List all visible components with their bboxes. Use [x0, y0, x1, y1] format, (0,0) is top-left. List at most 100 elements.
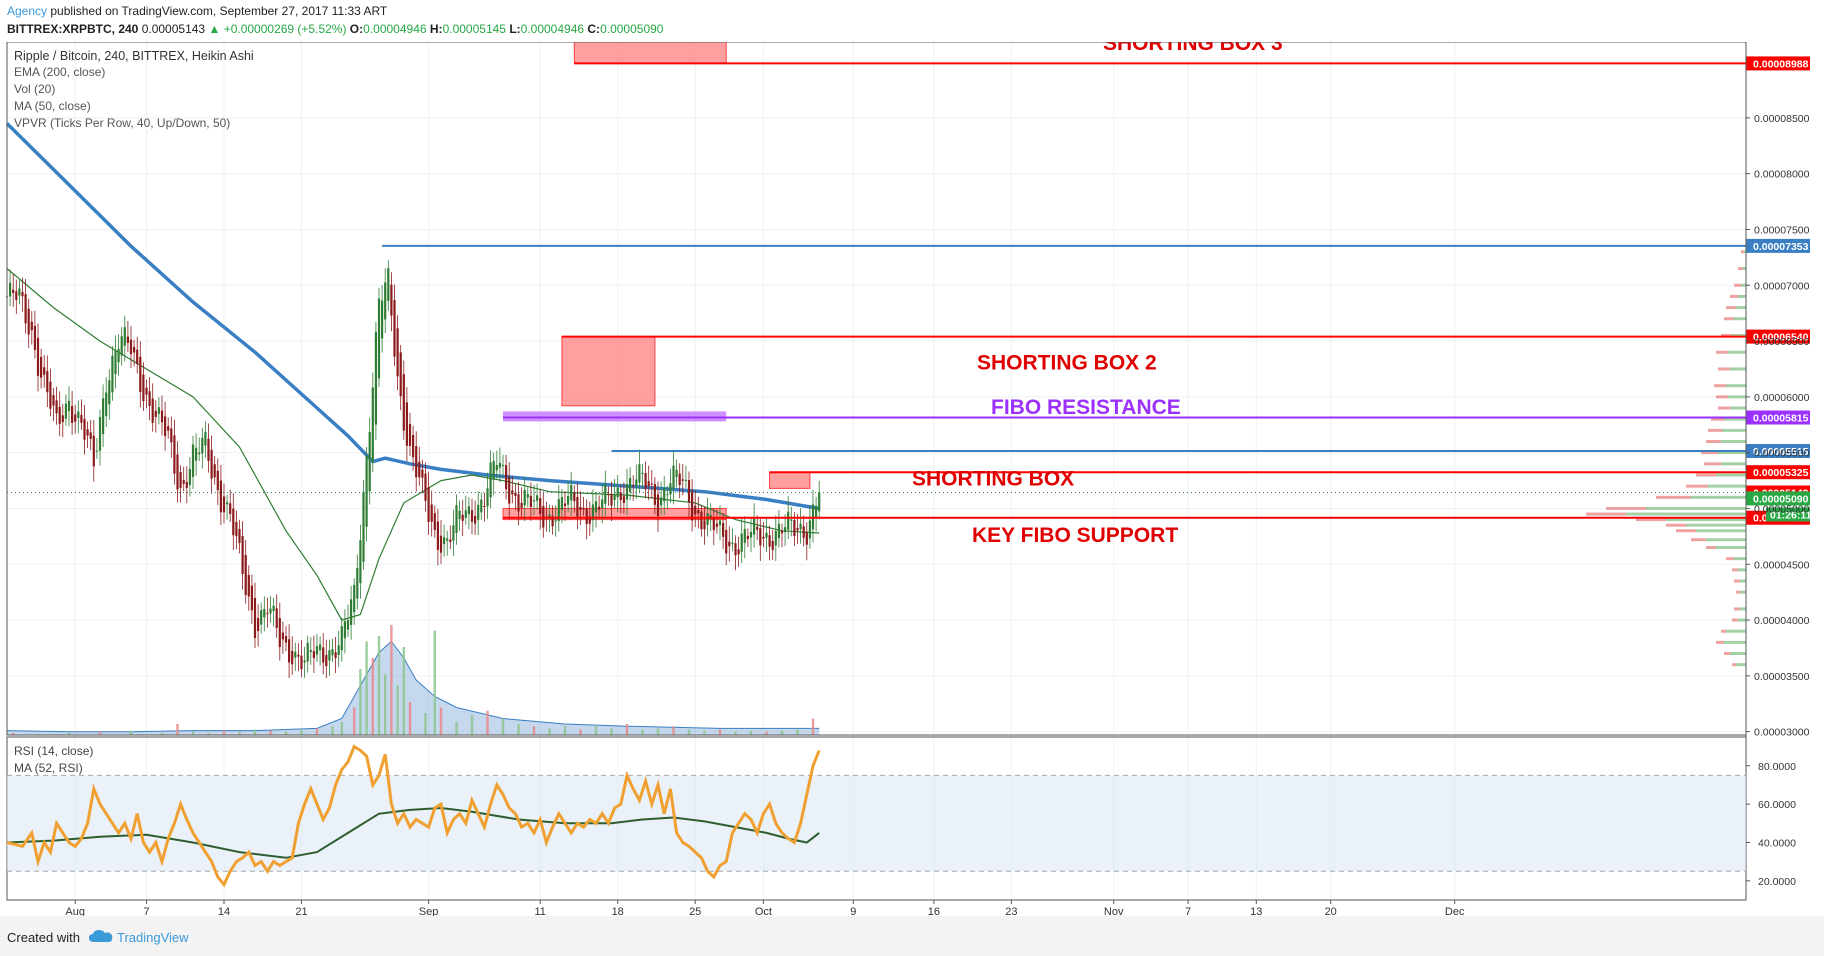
price-label-bg	[1746, 238, 1810, 253]
candle-body	[191, 444, 195, 477]
volume-bar	[340, 721, 343, 735]
legend-item: VPVR (Ticks Per Row, 40, Up/Down, 50)	[14, 116, 230, 130]
publisher-link[interactable]: Agency	[7, 4, 48, 18]
symbol-label: BITTREX:XRPBTC, 240	[7, 22, 139, 36]
y-tick-label: 0.00006500	[1754, 336, 1810, 348]
vpvr-down-bar	[1716, 395, 1728, 399]
vpvr-down-bar	[1721, 629, 1726, 633]
vpvr-up-bar	[1666, 518, 1746, 522]
annotation-label: SHORTING BOX	[912, 467, 1074, 490]
candle-body	[622, 496, 625, 503]
candle-body	[799, 523, 802, 530]
vpvr-down-bar	[1716, 350, 1728, 354]
candle-body	[114, 350, 117, 375]
candle-body	[793, 520, 796, 537]
candle-body	[594, 501, 598, 513]
candle-body	[120, 336, 123, 356]
candle-body	[579, 506, 582, 510]
candle-body	[247, 574, 250, 597]
candle-body	[567, 496, 570, 505]
volume-bar	[315, 728, 319, 735]
candle-body	[573, 492, 576, 502]
rsi-ma-line	[6, 806, 820, 859]
candle-body	[749, 531, 753, 538]
candle-body	[641, 472, 644, 474]
rsi-pane: 20.0000 40.0000 60.0000 80.0000 RSI (14, clo…	[6, 744, 1796, 888]
candle-body	[780, 530, 784, 534]
candle-body	[148, 391, 151, 406]
candle-body	[244, 554, 247, 595]
x-tick-label: Oct	[755, 906, 772, 916]
candle-body	[303, 660, 306, 663]
candle-body	[368, 432, 371, 492]
vpvr-histogram	[1586, 250, 1746, 667]
volume-bar	[176, 724, 179, 735]
annotation-label: SHORTING BOX 2	[977, 351, 1157, 374]
ema-200-line	[5, 122, 820, 511]
candle-body	[480, 499, 483, 513]
vpvr-up-bar	[1724, 640, 1746, 644]
low-value: 0.00004946	[520, 22, 585, 36]
annotation-label: SHORTING BOX 3	[1103, 42, 1283, 55]
candle-body	[498, 462, 501, 468]
volume-bar	[703, 730, 706, 735]
close-value: 0.00005090	[600, 22, 664, 36]
candle-body	[319, 644, 322, 651]
vpvr-up-bar	[1724, 417, 1746, 421]
candle-body	[9, 282, 12, 297]
vpvr-up-bar	[1646, 506, 1746, 510]
price-label: 0.00005815	[1753, 413, 1809, 425]
candle-body	[294, 651, 297, 658]
volume-bar	[402, 647, 405, 735]
volume-bar	[455, 721, 458, 735]
tradingview-cloud-icon[interactable]	[88, 928, 114, 944]
candle-body	[253, 598, 257, 639]
vpvr-up-bar	[1686, 523, 1746, 527]
vpvr-up-bar	[1734, 557, 1746, 561]
price-chart[interactable]: 0.00008988 0.00007353 0.00006540 0.00005815…	[0, 28, 1824, 918]
candle-body	[322, 647, 325, 663]
volume-bar	[765, 731, 768, 735]
c-label: C:	[587, 22, 601, 36]
candle-body	[790, 519, 793, 521]
vpvr-down-bar	[1656, 495, 1691, 499]
candle-body	[350, 599, 353, 625]
candle-body	[740, 533, 743, 552]
x-tick-label: 14	[218, 906, 230, 916]
candle-body	[418, 461, 421, 478]
vpvr-up-bar	[1696, 529, 1746, 533]
candle-body	[737, 549, 740, 555]
high-value: 0.00005145	[442, 22, 506, 36]
o-label: O:	[349, 22, 364, 36]
candle-body	[36, 337, 40, 376]
candle-body	[238, 529, 241, 543]
candle-body	[235, 521, 238, 537]
chart-area[interactable]: 0.00008988 0.00007353 0.00006540 0.00005815…	[0, 28, 1824, 918]
candle-body	[681, 479, 684, 481]
candle-body	[421, 469, 424, 478]
chart-title: Ripple / Bitcoin, 240, BITTREX, Heikin A…	[14, 49, 254, 63]
volume-bar	[269, 730, 272, 735]
y-tick-label: 0.00006000	[1754, 392, 1810, 404]
candle-body	[33, 325, 36, 350]
volume-bar	[12, 732, 15, 735]
shorting-box	[502, 507, 727, 521]
candle-body	[712, 517, 715, 531]
published-text: published on TradingView.com, September …	[50, 4, 388, 18]
volume-bar	[501, 718, 505, 735]
vpvr-up-bar	[1731, 333, 1746, 337]
candle-body	[334, 652, 337, 658]
volume-bar	[734, 731, 737, 735]
candle-body	[213, 464, 216, 478]
price-label-bg	[1746, 465, 1810, 480]
y-tick-label: 0.00008000	[1754, 169, 1810, 181]
vpvr-up-bar	[1708, 484, 1746, 488]
change-up-icon: ▲	[208, 22, 221, 36]
tradingview-brand[interactable]: TradingView	[117, 930, 189, 945]
vpvr-down-bar	[1741, 250, 1744, 254]
vpvr-up-bar	[1741, 283, 1746, 287]
level-lines: 0.00008988 0.00007353 0.00006540 0.00005815…	[7, 56, 1812, 525]
vpvr-down-bar	[1734, 579, 1740, 583]
volume-ma-area	[7, 641, 820, 735]
l-label: L:	[509, 22, 521, 36]
